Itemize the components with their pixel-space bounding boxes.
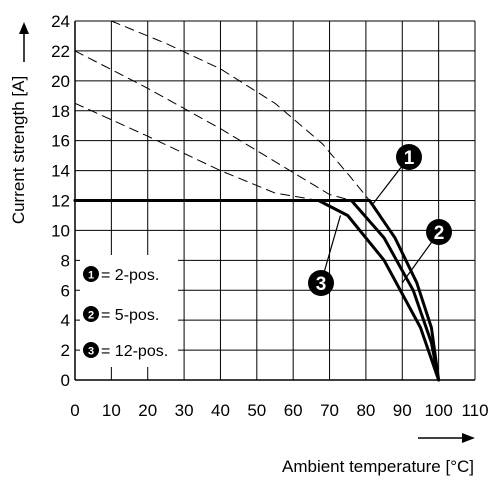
x-tick-label: 0 bbox=[70, 401, 79, 420]
x-tick-label: 10 bbox=[102, 401, 121, 420]
x-tick-label: 90 bbox=[393, 401, 412, 420]
y-axis-title-group: Current strength [A] bbox=[9, 22, 29, 224]
callout-2: 2 bbox=[401, 219, 452, 284]
callout-2-circle bbox=[426, 219, 452, 245]
y-tick-label: 16 bbox=[51, 132, 70, 151]
y-tick-label: 8 bbox=[61, 251, 70, 270]
y-axis-arrow-head bbox=[19, 22, 29, 34]
x-axis-title: Ambient temperature [°C] bbox=[282, 457, 474, 476]
x-tick-label: 20 bbox=[138, 401, 157, 420]
y-tick-label: 0 bbox=[61, 371, 70, 390]
y-tick-label: 24 bbox=[51, 12, 70, 31]
legend-item-1: 1 = 2-pos. bbox=[83, 266, 159, 284]
legend-label-2: = 5-pos. bbox=[101, 307, 159, 324]
x-tick-label: 70 bbox=[320, 401, 339, 420]
legend-marker-3 bbox=[83, 342, 99, 358]
callout-1: 1 bbox=[372, 144, 422, 204]
legend-marker-3-label: 3 bbox=[88, 346, 94, 358]
y-tick-label: 10 bbox=[51, 221, 70, 240]
legend-marker-1-label: 1 bbox=[88, 270, 94, 282]
y-tick-label: 2 bbox=[61, 341, 70, 360]
legend-item-2: 2 = 5-pos. bbox=[83, 306, 159, 324]
legend-item-3: 3 = 12-pos. bbox=[83, 342, 168, 360]
y-tick-label: 6 bbox=[61, 281, 70, 300]
callout-1-circle bbox=[396, 144, 422, 170]
x-tick-label: 50 bbox=[247, 401, 266, 420]
y-axis-title: Current strength [A] bbox=[9, 76, 28, 224]
dashed-reference-line bbox=[74, 102, 320, 201]
legend-label-3: = 12-pos. bbox=[101, 343, 168, 360]
callout-1-label: 1 bbox=[404, 148, 415, 169]
legend-marker-1 bbox=[83, 266, 99, 282]
grid bbox=[74, 20, 476, 381]
x-tick-label: 60 bbox=[284, 401, 303, 420]
y-tick-label: 14 bbox=[51, 162, 70, 181]
callout-3: 3 bbox=[308, 215, 342, 296]
legend-marker-2-label: 2 bbox=[88, 310, 94, 322]
y-tick-label: 22 bbox=[51, 42, 70, 61]
dashed-reference-line bbox=[110, 20, 370, 201]
legend-label-1: = 2-pos. bbox=[101, 267, 159, 284]
callout-3-circle bbox=[308, 270, 334, 296]
callout-3-label: 3 bbox=[316, 274, 327, 295]
legend: 1 = 2-pos. 2 = 5-pos. 3 = 12-pos. bbox=[80, 255, 178, 367]
tick-labels: 0 10 20 30 40 50 60 70 80 90 100 110024681012141618… bbox=[51, 12, 488, 420]
x-tick-label: 80 bbox=[356, 401, 375, 420]
x-axis-title-group: Ambient temperature [°C] bbox=[282, 433, 475, 476]
x-tick-label: 40 bbox=[211, 401, 230, 420]
x-tick-label: 110 bbox=[461, 401, 488, 420]
y-tick-label: 4 bbox=[61, 311, 70, 330]
y-tick-label: 12 bbox=[51, 192, 70, 211]
dashed-reference-line bbox=[74, 50, 352, 201]
y-tick-label: 20 bbox=[51, 72, 70, 91]
y-tick-label: 18 bbox=[51, 102, 70, 121]
legend-marker-2 bbox=[83, 306, 99, 322]
x-tick-label: 100 bbox=[424, 401, 452, 420]
series-layer bbox=[73, 20, 441, 382]
callout-2-label: 2 bbox=[434, 223, 445, 244]
x-axis-arrow-head bbox=[462, 433, 475, 443]
x-tick-label: 30 bbox=[175, 401, 194, 420]
series-line-3 bbox=[73, 199, 441, 382]
